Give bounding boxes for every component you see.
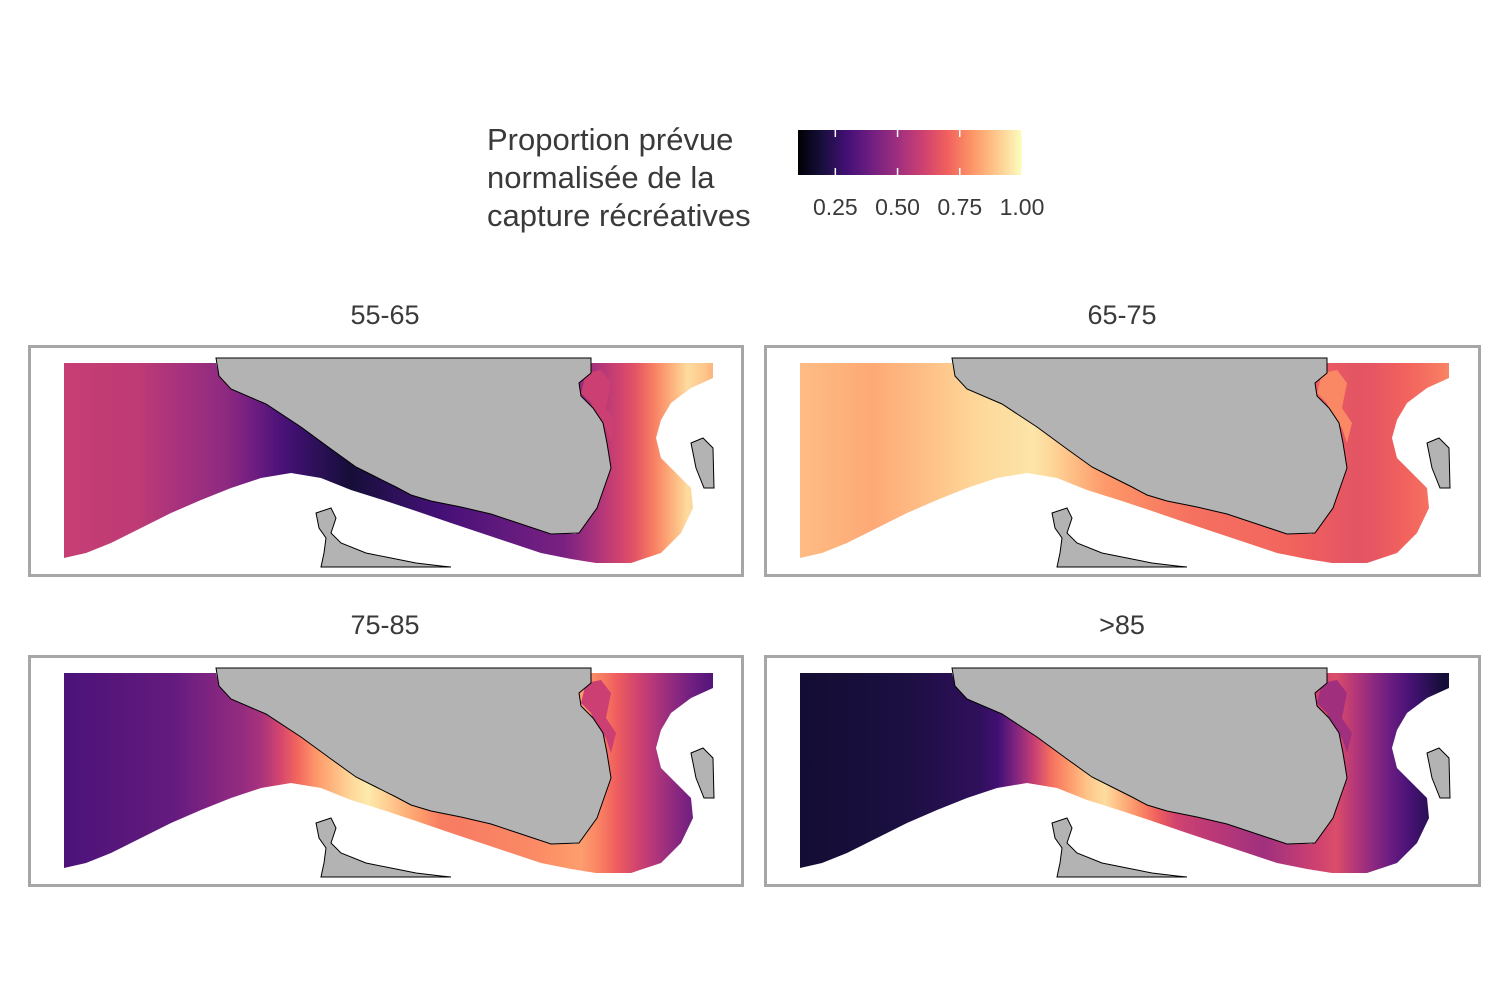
- southern-island: [315, 507, 452, 568]
- eastern-island: [690, 437, 715, 489]
- colorbar-tick-label: 0.50: [875, 194, 920, 220]
- panel-title-3: 75-85: [350, 610, 420, 640]
- colorbar-tick-label: 0.75: [937, 194, 983, 220]
- mainland: [215, 667, 612, 845]
- legend-title: Proportion prévue normalisée de la captu…: [487, 121, 797, 235]
- colorbar-gradient: [798, 130, 1022, 175]
- inlet-water: [581, 680, 616, 753]
- panel-title-2: 65-75: [1087, 300, 1157, 330]
- map-panel-3: [28, 655, 744, 887]
- eastern-island: [690, 747, 715, 799]
- colorbar-tick-label: 0.25: [812, 194, 858, 220]
- map-svg-1: [64, 357, 715, 568]
- colorbar: [798, 130, 1022, 175]
- mainland: [951, 667, 1348, 845]
- mainland: [951, 357, 1348, 535]
- southern-island: [315, 817, 452, 878]
- map-svg-2: [800, 357, 1451, 568]
- panel-title-4: >85: [1099, 610, 1145, 640]
- inlet-water: [1317, 370, 1352, 443]
- map-panel-2: [764, 345, 1481, 577]
- map-panel-1: [28, 345, 744, 577]
- legend-title-line-1: Proportion prévue: [487, 122, 734, 157]
- map-svg-4: [800, 667, 1451, 878]
- colorbar-tick-label: 1.00: [999, 194, 1045, 220]
- map-svg-3: [64, 667, 715, 878]
- southern-island: [1051, 817, 1188, 878]
- legend-title-line-3: capture récréatives: [487, 198, 751, 233]
- inlet-water: [581, 370, 616, 443]
- southern-island: [1051, 507, 1188, 568]
- map-panel-4: [764, 655, 1481, 887]
- mainland: [215, 357, 612, 535]
- eastern-island: [1426, 437, 1451, 489]
- eastern-island: [1426, 747, 1451, 799]
- inlet-water: [1317, 680, 1352, 753]
- legend-title-line-2: normalisée de la: [487, 160, 715, 195]
- panel-title-1: 55-65: [350, 300, 420, 330]
